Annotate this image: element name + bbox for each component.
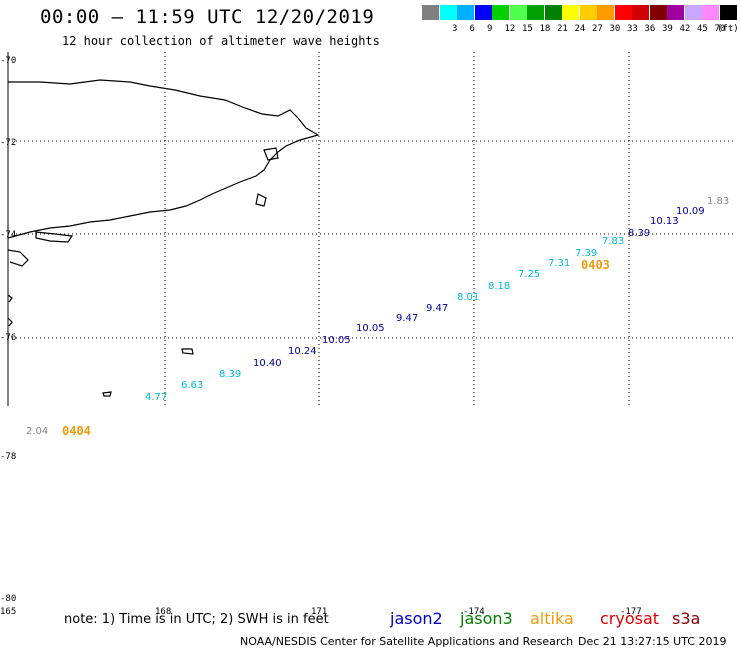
legend-swatch [457,5,474,20]
lat-lon-grid [8,52,736,406]
lat-label: -74 [0,230,17,240]
legend-tick-label: 3 [452,24,458,34]
legend-swatch [492,5,509,20]
wave-height-label: 8.39 [628,228,651,239]
legend-swatch [719,5,737,20]
wave-height-label: 1.83 [707,196,730,207]
legend-swatch [527,5,544,20]
wave-height-label: 7.25 [518,269,541,280]
legend-tick-label: 12 [504,24,516,34]
legend-swatch [509,5,527,20]
coastline [7,79,320,397]
wave-height-label: 8.18 [488,281,511,292]
lon-label: 165 [0,607,17,617]
wave-height-label: 6.63 [181,380,204,391]
legend-tick-label: 42 [679,24,691,34]
legend-swatch [544,5,562,20]
legend-tick-label: 39 [662,24,673,34]
lon-label: -174 [463,607,485,617]
satellite-name-altika: altika [530,609,574,628]
lat-label: -72 [0,138,17,148]
legend-swatch [667,5,684,20]
map-subtitle: 12 hour collection of altimeter wave hei… [62,34,380,48]
legend-tick-label: 9 [487,24,493,34]
legend-tick-label: 45 [697,24,708,34]
wave-height-label: 7.31 [548,258,571,269]
legend-swatch [614,5,632,20]
wave-height-label: 10.40 [253,358,282,369]
footer-note: note: 1) Time is in UTC; 2) SWH is in fe… [64,612,329,627]
legend-tick-label: 18 [539,24,551,34]
legend-tick-label: 21 [557,24,568,34]
wave-height-label: 9.47 [396,313,419,324]
legend-swatch [474,5,492,20]
wave-height-label: 10.13 [650,216,679,227]
lat-label: -70 [0,56,17,66]
satellite-name-s3a: s3a [672,609,701,628]
legend-tick-label: 70 [714,24,726,34]
satellite-name-jason2: jason2 [390,609,443,628]
legend-swatch [684,5,702,20]
wave-height-label: 7.39 [575,248,598,259]
lat-label: -80 [0,594,17,604]
legend-swatch [597,5,614,20]
wave-height-label: 10.24 [288,346,317,357]
legend-swatch [632,5,649,20]
pass-label-0404: 0404 [62,424,91,438]
wave-height-label: 9.47 [426,303,449,314]
legend-swatch [702,5,719,20]
legend-tick-label: 15 [522,24,533,34]
lon-label: 171 [311,607,328,617]
wave-height-label: 8.39 [219,369,242,380]
wave-height-label: 8.01 [457,292,480,303]
wave-height-label: 10.05 [356,323,385,334]
legend-tick-label: 30 [609,24,621,34]
wave-height-label: 4.77 [145,392,168,403]
satellite-name-jason3: jason3 [460,609,513,628]
wave-height-label: 7.83 [602,236,625,247]
lon-label: 168 [155,607,172,617]
credit-line: NOAA/NESDIS Center for Satellite Applica… [240,635,574,648]
legend-tick-label: 27 [592,24,603,34]
generation-timestamp: Dec 21 13:27:15 UTC 2019 [578,635,727,648]
legend-swatch [422,5,439,20]
legend-swatch [562,5,579,20]
legend-swatch [439,5,457,20]
legend-swatch [579,5,597,20]
pass-label-0403: 0403 [581,258,610,272]
legend-tick-label: 36 [644,24,656,34]
legend-tick-label: 33 [627,24,638,34]
wave-height-label: 10.09 [676,206,705,217]
satellite-name-cryosat: cryosat [600,609,660,628]
lon-label: -177 [620,607,642,617]
legend-swatch [649,5,667,20]
wave-height-label: 2.04 [26,426,49,437]
legend-tick-label: 24 [574,24,586,34]
wave-height-label: 10.05 [322,335,351,346]
legend-tick-label: 6 [469,24,475,34]
map-title: 00:00 – 11:59 UTC 12/20/2019 [40,6,375,28]
lat-label: -76 [0,333,17,343]
lat-label: -78 [0,452,17,462]
legend-unit: (ft) [717,24,739,34]
